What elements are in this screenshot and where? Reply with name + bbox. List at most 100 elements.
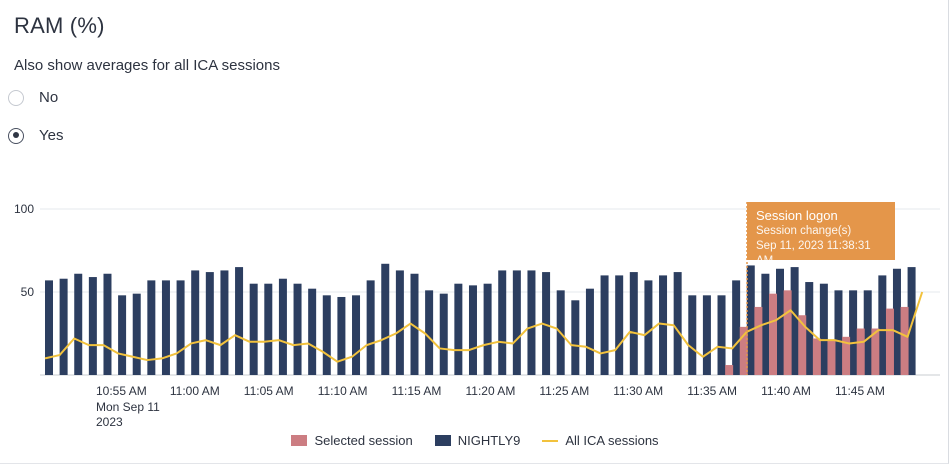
nightly9-bar xyxy=(439,293,448,375)
nightly9-bar xyxy=(118,295,127,375)
x-tick-sublabel: 2023 xyxy=(96,415,123,429)
radio-yes-label[interactable]: Yes xyxy=(39,127,64,144)
x-tick-label: 10:55 AM xyxy=(96,384,147,398)
x-tick-label: 11:10 AM xyxy=(318,384,368,398)
y-axis-labels: 50 100 xyxy=(14,202,34,299)
chart-legend: Selected session NIGHTLY9 All ICA sessio… xyxy=(0,433,950,448)
radio-no-label[interactable]: No xyxy=(39,89,59,106)
nightly9-bar xyxy=(147,280,156,375)
x-tick-label: 11:25 AM xyxy=(539,384,589,398)
y-tick-label: 100 xyxy=(14,202,34,216)
all-ica-line-group xyxy=(44,291,924,363)
legend-selected-swatch xyxy=(291,435,308,446)
nightly9-bar xyxy=(644,280,653,375)
nightly9-bar xyxy=(702,295,711,375)
selected-session-bar xyxy=(783,290,792,375)
nightly9-bar xyxy=(600,275,609,375)
x-tick-label: 11:40 AM xyxy=(761,384,811,398)
nightly9-bar xyxy=(542,272,551,375)
nightly9-bar xyxy=(746,265,755,375)
legend-all-ica[interactable]: All ICA sessions xyxy=(542,433,659,448)
nightly9-bar xyxy=(322,295,331,375)
all-ica-line xyxy=(44,291,924,363)
selected-session-bar xyxy=(739,326,748,375)
nightly9-bar xyxy=(585,288,594,375)
selected-session-bar xyxy=(900,306,909,375)
nightly9-bar xyxy=(673,272,682,375)
nightly9-bar xyxy=(819,283,828,375)
nightly9-bar xyxy=(571,300,580,375)
x-tick-label: 11:35 AM xyxy=(687,384,737,398)
nightly9-bar xyxy=(892,268,901,375)
nightly9-bar xyxy=(264,283,273,375)
nightly9-bar xyxy=(425,290,434,375)
y-tick-label: 50 xyxy=(21,285,35,299)
nightly9-bar xyxy=(878,275,887,375)
radio-option-yes[interactable]: Yes xyxy=(8,127,63,144)
chart-title: RAM (%) xyxy=(14,13,105,38)
x-tick-label: 11:15 AM xyxy=(392,384,442,398)
nightly9-bar xyxy=(629,272,638,375)
nightly9-bar xyxy=(849,290,858,375)
radio-no-circle[interactable] xyxy=(8,89,24,106)
nightly9-bar xyxy=(220,270,229,375)
radio-option-no[interactable]: No xyxy=(8,89,58,106)
legend-nightly9-swatch xyxy=(434,435,451,446)
nightly9-bar xyxy=(732,280,741,375)
session-logon-tooltip: Session logon Session change(s) Sep 11, … xyxy=(747,202,895,267)
nightly9-bar xyxy=(498,270,507,375)
nightly9-bar xyxy=(805,282,814,375)
selected-session-bar xyxy=(871,328,880,375)
nightly9-bar xyxy=(308,288,317,375)
nightly9-bar xyxy=(659,275,668,375)
nightly9-bar xyxy=(512,270,521,375)
nightly9-bar xyxy=(278,278,287,375)
tooltip-timestamp: Sep 11, 2023 11:38:31 AM xyxy=(756,240,871,267)
nightly9-bar xyxy=(161,280,170,375)
x-tick-sublabel: Mon Sep 11 xyxy=(96,400,160,414)
x-tick-label: 11:45 AM xyxy=(835,384,885,398)
x-tick-label: 11:20 AM xyxy=(466,384,516,398)
nightly9-bar xyxy=(235,267,244,375)
nightly9-bar xyxy=(776,268,784,375)
nightly9-bar xyxy=(907,267,916,375)
nightly9-bar xyxy=(45,280,53,375)
nightly9-bar xyxy=(249,283,258,375)
legend-nightly9-label: NIGHTLY9 xyxy=(457,433,521,448)
nightly9-bar xyxy=(454,283,463,375)
radio-yes-circle[interactable] xyxy=(8,127,24,144)
nightly9-bar xyxy=(59,278,68,375)
nightly9-bar xyxy=(834,290,843,375)
nightly9-bar xyxy=(790,267,799,375)
nightly9-bar xyxy=(381,263,390,375)
nightly9-bar xyxy=(352,295,361,375)
nightly9-bar xyxy=(205,272,214,375)
selected-session-bar xyxy=(842,336,851,375)
nightly9-bar xyxy=(527,270,536,375)
selected-session-bar xyxy=(812,338,821,375)
legend-all-ica-swatch xyxy=(542,439,559,442)
nightly9-bar xyxy=(468,285,477,375)
nightly9-bar xyxy=(74,273,83,375)
tooltip-title: Session logon xyxy=(756,208,838,223)
nightly9-bar xyxy=(483,283,492,375)
selected-session-bar xyxy=(769,293,777,375)
nightly9-bar xyxy=(103,273,112,375)
legend-selected-session[interactable]: Selected session xyxy=(291,433,413,448)
x-tick-label: 11:00 AM xyxy=(170,384,220,398)
nightly9-bar xyxy=(88,277,97,375)
legend-nightly9[interactable]: NIGHTLY9 xyxy=(434,433,521,448)
nightly9-bar xyxy=(337,296,346,375)
selected-session-bar xyxy=(798,315,807,375)
nightly9-bar xyxy=(191,270,200,375)
nightly9-bar xyxy=(176,280,185,375)
legend-selected-label: Selected session xyxy=(314,433,413,448)
nightly9-bar xyxy=(863,290,872,375)
nightly9-bars xyxy=(45,263,916,375)
selected-session-bar xyxy=(856,328,865,375)
nightly9-bar xyxy=(717,295,726,375)
selected-session-bar xyxy=(885,308,894,375)
